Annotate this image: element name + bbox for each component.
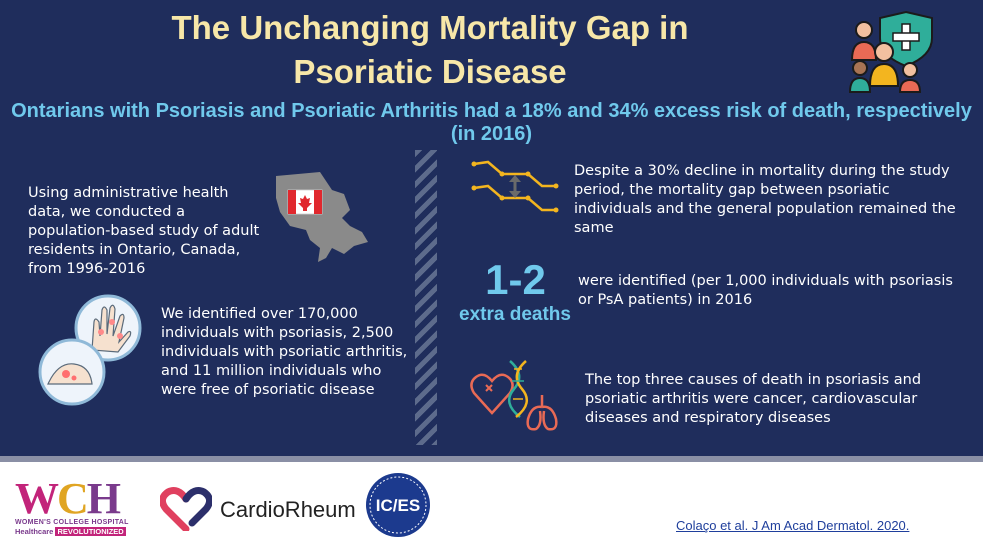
ices-logo-text: IC/ES	[376, 496, 420, 515]
extra-deaths-number: 1-2	[485, 256, 546, 303]
ices-logo[interactable]: IC/ES	[365, 472, 431, 538]
heart-logo-icon	[160, 487, 212, 531]
cardiorheum-logo[interactable]: CardioRheum	[160, 487, 360, 531]
wch-hospital-name: WOMEN'S COLLEGE HOSPITAL	[15, 519, 129, 526]
subtitle: Ontarians with Psoriasis and Psoriatic A…	[11, 100, 972, 145]
wch-tagline: Healthcare REVOLUTIONIZED	[15, 527, 126, 536]
title-line-1: The Unchanging Mortality Gap in	[171, 9, 689, 46]
citation-link[interactable]: Colaço et al. J Am Acad Dermatol. 2020.	[676, 518, 910, 533]
ontario-map-icon	[276, 172, 368, 262]
title-line-2: Psoriatic Disease	[293, 53, 567, 90]
causes-description: The top three causes of death in psorias…	[585, 372, 922, 426]
extra-deaths-description: were identified (per 1,000 individuals w…	[578, 273, 953, 308]
cardiorheum-name: CardioRheum	[220, 497, 356, 522]
wch-logo[interactable]: WCH WOMEN'S COLLEGE HOSPITAL Healthcare …	[15, 474, 145, 539]
infographic-poster: The Unchanging Mortality Gap in Psoriati…	[0, 0, 983, 462]
column-divider	[415, 150, 437, 445]
identified-description: We identified over 170,000 individuals w…	[161, 306, 408, 398]
hands-magnifier-icon	[38, 294, 142, 406]
mortality-gap-chart-icon	[471, 160, 559, 213]
heart-dna-lungs-icon	[470, 360, 558, 431]
bottom-rule	[0, 456, 983, 462]
wch-monogram: WCH	[15, 474, 121, 523]
study-description: Using administrative health data, we con…	[28, 185, 260, 277]
decline-description: Despite a 30% decline in mortality durin…	[574, 163, 956, 236]
extra-deaths-label: extra deaths	[459, 304, 571, 325]
people-shield-icon	[848, 10, 933, 93]
footer: WCH WOMEN'S COLLEGE HOSPITAL Healthcare …	[0, 462, 983, 549]
